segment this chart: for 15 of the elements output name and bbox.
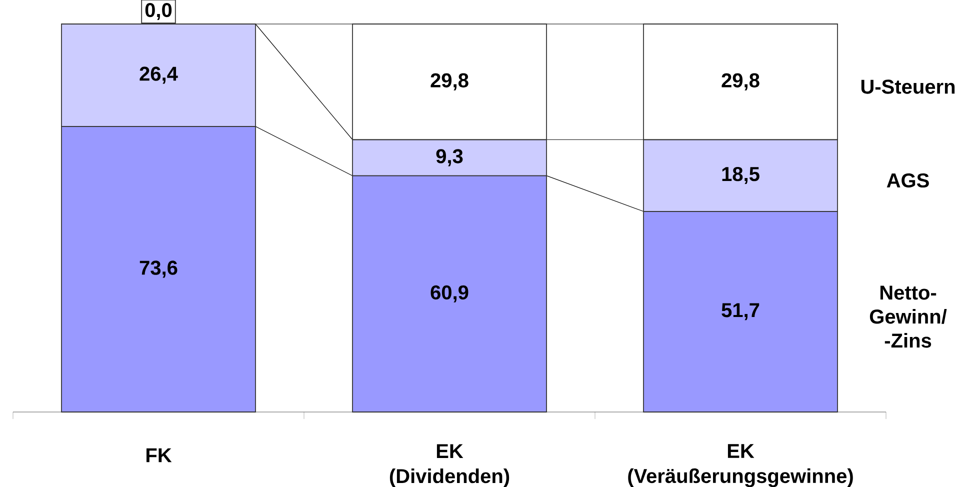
data-label: 9,3 bbox=[436, 149, 463, 166]
series-label: U-Steuern bbox=[861, 80, 955, 94]
data-label: 73,6 bbox=[140, 260, 178, 278]
data-label: 0,0 bbox=[145, 2, 172, 20]
data-label: 29,8 bbox=[430, 73, 468, 90]
data-label: 60,9 bbox=[430, 285, 468, 302]
x-tick-label: EK (Dividenden) bbox=[390, 444, 510, 487]
x-tick-label: EK (Veräußerungsgewinne) bbox=[628, 444, 853, 487]
data-label: 26,4 bbox=[140, 66, 178, 84]
data-label: 18,5 bbox=[722, 166, 760, 184]
series-label: Netto-Gewinn/ -Zins bbox=[870, 286, 947, 348]
data-label: 29,8 bbox=[722, 73, 760, 90]
data-label: 51,7 bbox=[722, 303, 760, 320]
x-tick-label: FK bbox=[146, 448, 172, 462]
text: AGS bbox=[886, 173, 929, 188]
